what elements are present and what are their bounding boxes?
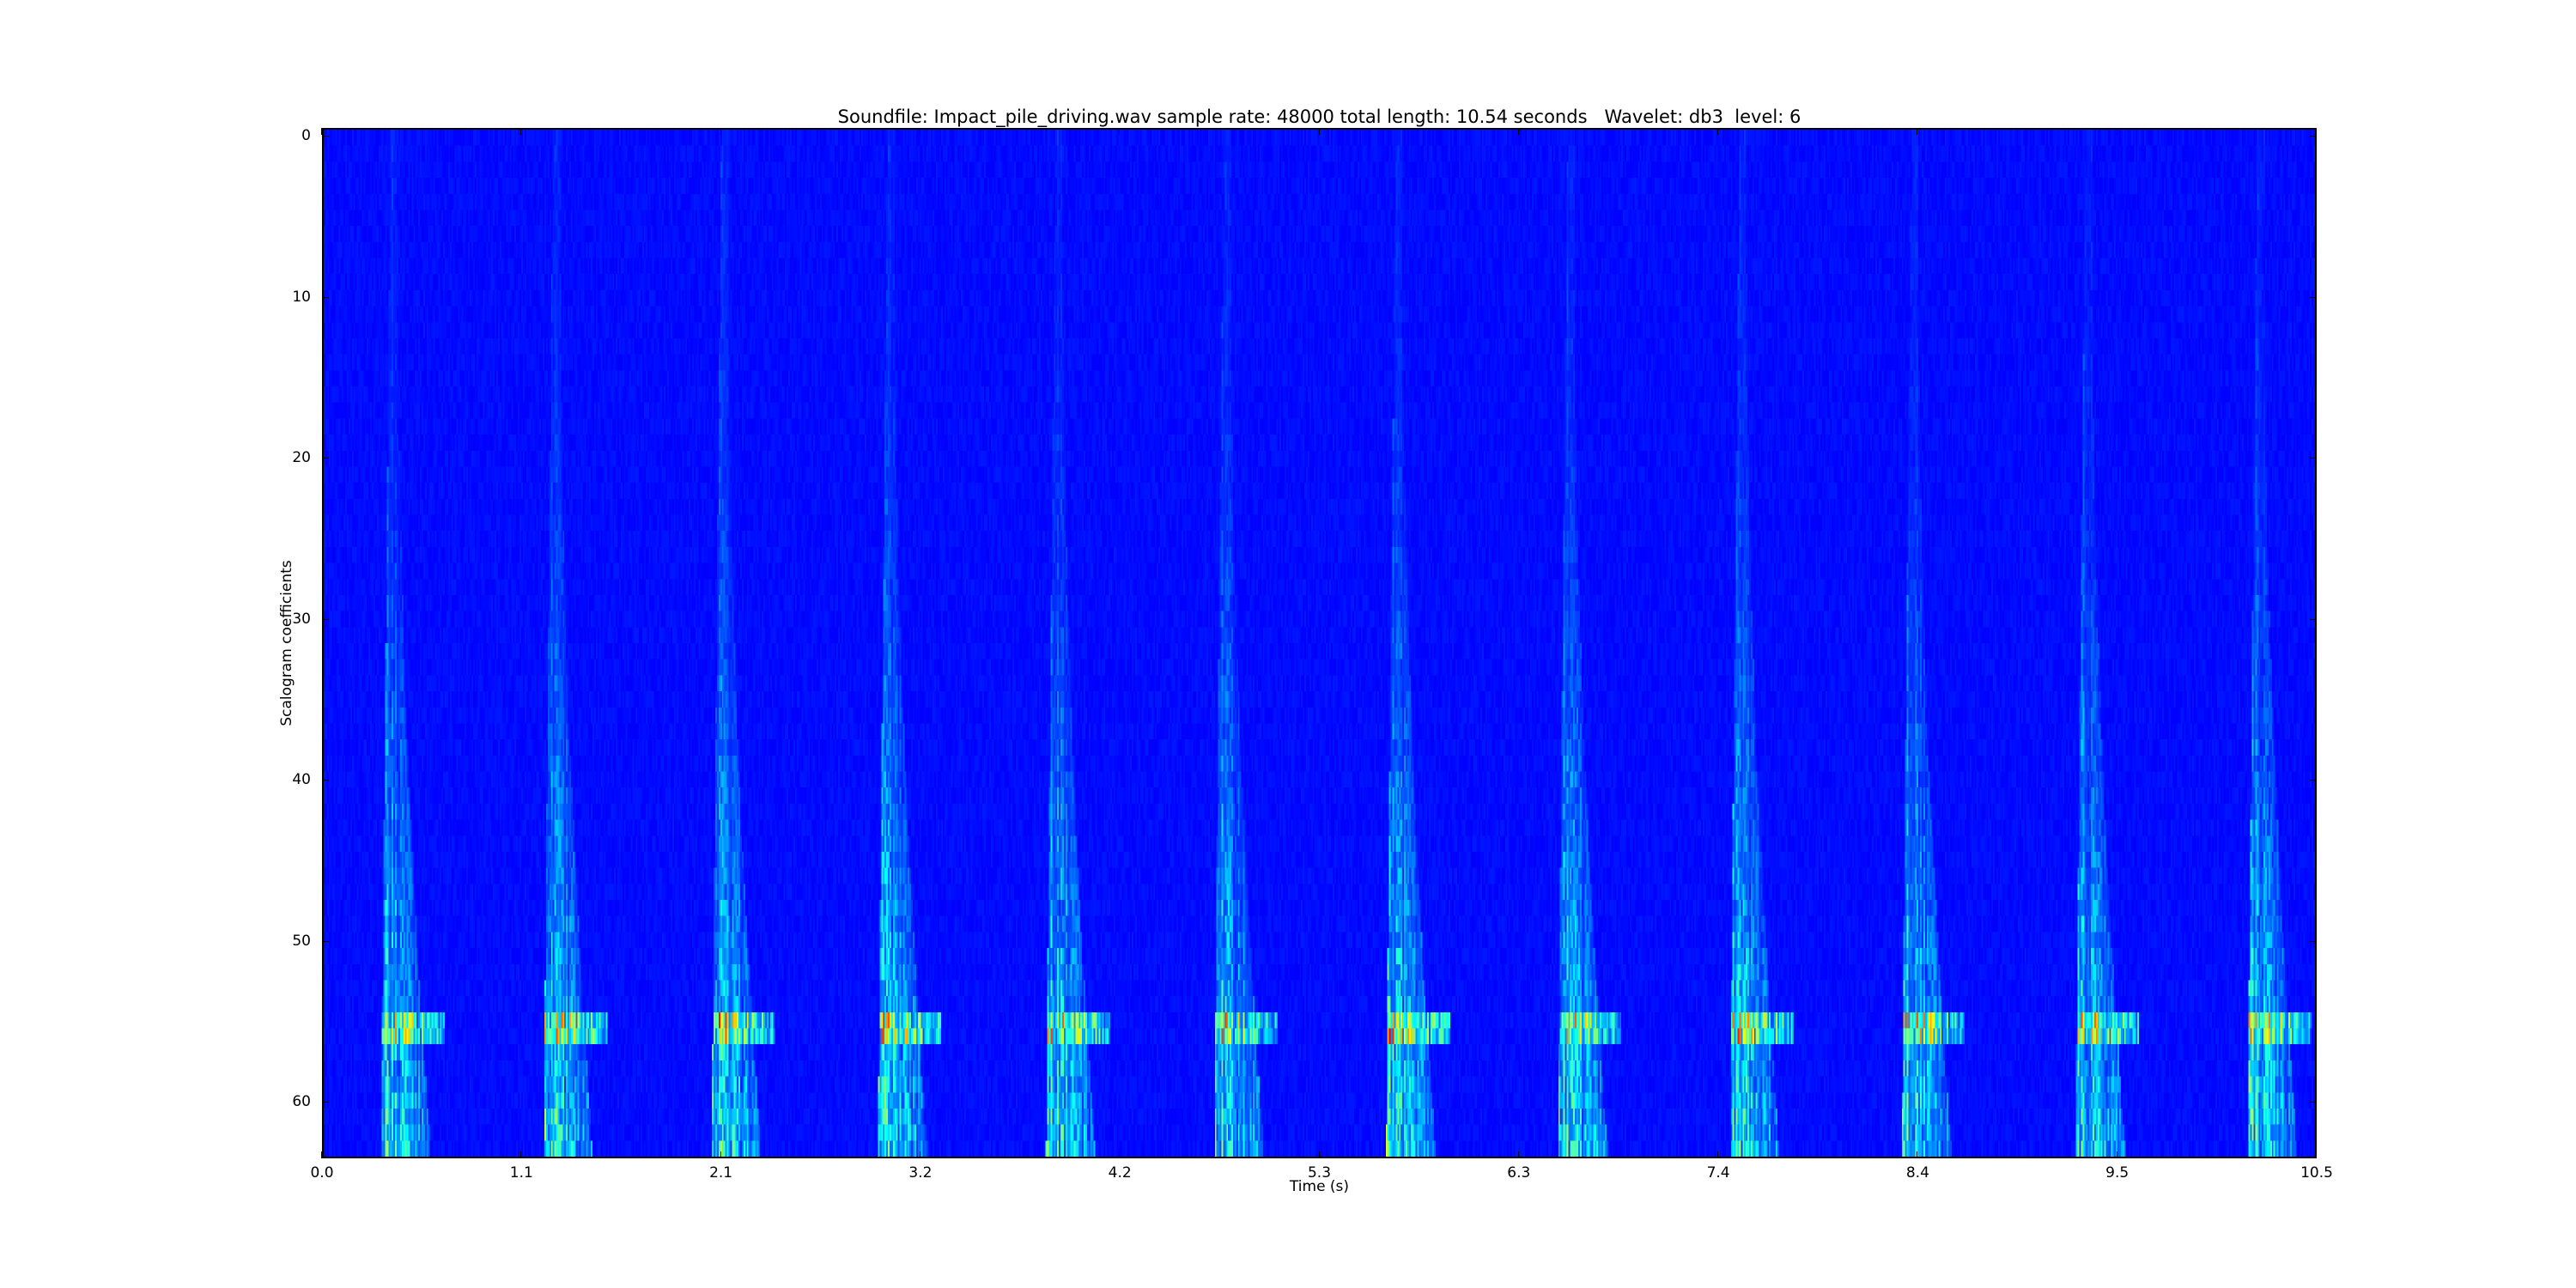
x-tick-mark	[2316, 128, 2317, 135]
y-tick-mark	[2310, 780, 2317, 781]
y-tick-mark	[322, 296, 329, 298]
x-tick-mark	[1119, 1151, 1121, 1158]
y-tick-mark	[322, 136, 329, 137]
y-tick-label: 50	[292, 932, 311, 950]
x-tick-mark	[1318, 128, 1320, 135]
y-tick-mark	[322, 458, 329, 459]
y-tick-mark	[2310, 296, 2317, 298]
x-tick-mark	[321, 1151, 322, 1158]
y-tick-label: 40	[292, 771, 311, 789]
x-tick-mark	[2316, 1151, 2317, 1158]
x-tick-mark	[720, 1151, 721, 1158]
x-tick-mark	[720, 128, 721, 135]
plot-area	[322, 128, 2317, 1158]
x-tick-label: 1.1	[509, 1164, 533, 1182]
y-tick-mark	[322, 618, 329, 620]
x-tick-mark	[1717, 128, 1719, 135]
y-tick-mark	[2310, 618, 2317, 620]
x-tick-label: 2.1	[709, 1164, 733, 1182]
x-tick-mark	[1717, 1151, 1719, 1158]
x-tick-label: 5.3	[1307, 1164, 1332, 1182]
y-axis-label: Scalogram coefficients	[278, 560, 295, 726]
x-tick-mark	[520, 1151, 522, 1158]
x-tick-mark	[321, 128, 322, 135]
x-tick-mark	[1318, 1151, 1320, 1158]
y-tick-mark	[2310, 136, 2317, 137]
scalogram-heatmap	[324, 130, 2315, 1157]
y-tick-label: 60	[292, 1093, 311, 1111]
x-tick-mark	[1119, 128, 1121, 135]
x-tick-mark	[1517, 128, 1519, 135]
y-tick-mark	[322, 780, 329, 781]
x-tick-label: 7.4	[1706, 1164, 1730, 1182]
x-tick-label: 6.3	[1507, 1164, 1531, 1182]
x-tick-label: 9.5	[2105, 1164, 2129, 1182]
y-tick-mark	[2310, 1102, 2317, 1103]
y-tick-mark	[322, 940, 329, 942]
x-tick-label: 3.2	[908, 1164, 933, 1182]
x-tick-label: 8.4	[1905, 1164, 1929, 1182]
x-tick-mark	[1517, 1151, 1519, 1158]
y-tick-mark	[322, 1102, 329, 1103]
y-tick-label: 0	[301, 127, 311, 145]
y-tick-label: 30	[292, 610, 311, 628]
y-tick-label: 10	[292, 288, 311, 306]
x-tick-label: 4.2	[1108, 1164, 1132, 1182]
y-tick-label: 20	[292, 449, 311, 467]
x-tick-label: 10.5	[2300, 1164, 2333, 1182]
y-tick-mark	[2310, 458, 2317, 459]
y-tick-mark	[2310, 940, 2317, 942]
x-tick-label: 0.0	[310, 1164, 334, 1182]
x-axis-label: Time (s)	[1289, 1178, 1350, 1195]
x-tick-mark	[520, 128, 522, 135]
chart-title: Soundfile: Impact_pile_driving.wav sampl…	[837, 106, 1801, 127]
